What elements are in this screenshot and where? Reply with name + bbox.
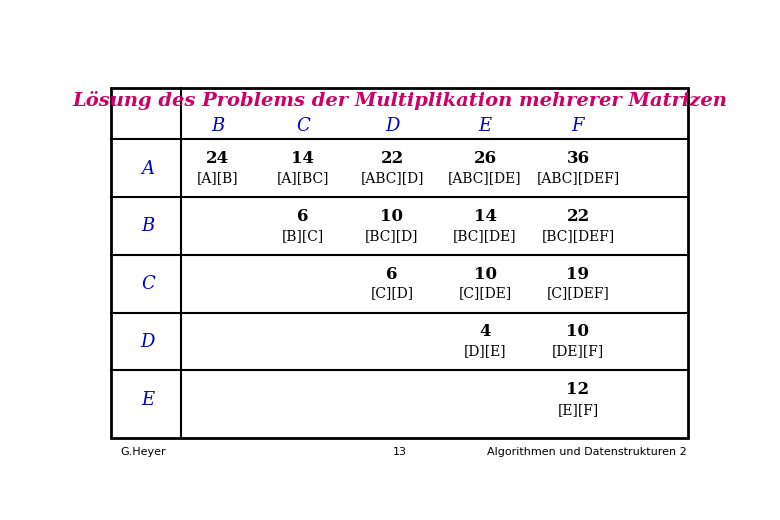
Text: 13: 13 xyxy=(393,447,406,457)
Text: 4: 4 xyxy=(479,323,491,341)
Text: Algorithmen und Datenstrukturen 2: Algorithmen und Datenstrukturen 2 xyxy=(487,447,686,457)
Text: [D][E]: [D][E] xyxy=(463,344,506,358)
Text: Lösung des Problems der Multiplikation mehrerer Matrizen: Lösung des Problems der Multiplikation m… xyxy=(73,92,727,110)
Text: 22: 22 xyxy=(566,208,590,225)
Text: B: B xyxy=(141,217,154,236)
Text: [ABC][D]: [ABC][D] xyxy=(360,171,424,185)
Text: D: D xyxy=(385,116,399,135)
Text: G.Heyer: G.Heyer xyxy=(121,447,166,457)
Text: A: A xyxy=(141,160,154,178)
Text: 10: 10 xyxy=(473,266,497,283)
Text: E: E xyxy=(478,116,491,135)
Text: [A][BC]: [A][BC] xyxy=(277,171,329,185)
Text: 22: 22 xyxy=(381,150,403,167)
Text: 6: 6 xyxy=(297,208,309,225)
Text: [BC][DEF]: [BC][DEF] xyxy=(541,229,615,243)
Text: C: C xyxy=(141,275,154,293)
FancyBboxPatch shape xyxy=(112,88,688,438)
Text: 24: 24 xyxy=(206,150,229,167)
Text: F: F xyxy=(572,116,584,135)
Text: 19: 19 xyxy=(566,266,590,283)
Text: 10: 10 xyxy=(566,323,590,341)
Text: [A][B]: [A][B] xyxy=(197,171,239,185)
Text: [ABC][DEF]: [ABC][DEF] xyxy=(537,171,619,185)
Text: E: E xyxy=(141,391,154,409)
Text: [E][F]: [E][F] xyxy=(558,404,598,418)
Text: D: D xyxy=(140,333,155,351)
Text: C: C xyxy=(296,116,310,135)
Text: B: B xyxy=(211,116,225,135)
Text: [C][DE]: [C][DE] xyxy=(459,287,512,301)
Text: [B][C]: [B][C] xyxy=(282,229,324,243)
Text: 14: 14 xyxy=(292,150,314,167)
Text: 10: 10 xyxy=(381,208,403,225)
Text: 14: 14 xyxy=(473,208,497,225)
Text: 6: 6 xyxy=(386,266,398,283)
Text: [C][D]: [C][D] xyxy=(370,287,413,301)
Text: [ABC][DE]: [ABC][DE] xyxy=(448,171,522,185)
Text: 12: 12 xyxy=(566,381,590,398)
Text: [C][DEF]: [C][DEF] xyxy=(547,287,609,301)
Text: 36: 36 xyxy=(566,150,590,167)
Text: [BC][D]: [BC][D] xyxy=(365,229,419,243)
Text: [BC][DE]: [BC][DE] xyxy=(453,229,517,243)
Text: [DE][F]: [DE][F] xyxy=(552,344,604,358)
Text: 26: 26 xyxy=(473,150,497,167)
